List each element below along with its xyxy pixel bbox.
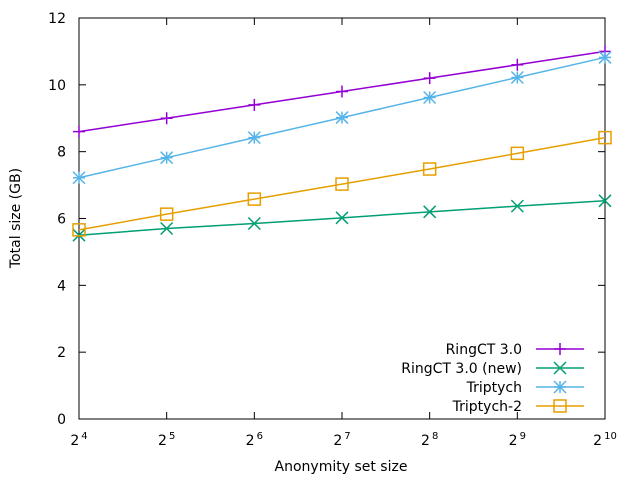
data-point [247, 192, 262, 206]
y-tick-label: 4 [57, 278, 66, 294]
data-point [335, 111, 349, 125]
series-line [78, 136, 606, 231]
x-axis: 2 4 2 5 2 6 2 7 2 8 2 9 2 10 [70, 18, 617, 449]
y-axis-title: Total size (GB) [8, 168, 24, 269]
series-1 [72, 194, 612, 242]
x-tick-label: 2 10 [593, 431, 617, 449]
data-point [247, 216, 261, 231]
data-point [73, 125, 85, 138]
legend-marker [553, 361, 567, 375]
legend-marker [553, 380, 567, 394]
series-0 [73, 45, 611, 138]
y-axis: 0 2 4 6 8 10 12 [48, 11, 605, 428]
x-axis-title: Anonymity set size [275, 459, 408, 475]
legend-marker [553, 399, 567, 413]
data-point [72, 171, 86, 185]
series-layer [72, 45, 612, 242]
data-point [423, 72, 436, 85]
legend-label: RingCT 3.0 (new) [401, 361, 522, 377]
series-2 [72, 50, 612, 185]
data-point [423, 91, 437, 105]
y-tick-label: 12 [48, 11, 66, 27]
data-point [510, 146, 525, 161]
legend: RingCT 3.0 RingCT 3.0 (new) Triptych Tripty… [401, 342, 584, 415]
y-tick-label: 2 [57, 345, 66, 361]
data-point [335, 177, 349, 191]
y-tick-label: 6 [57, 212, 66, 228]
y-tick-label: 8 [57, 145, 66, 161]
legend-label: RingCT 3.0 [446, 342, 522, 358]
legend-marker [554, 343, 566, 355]
data-point [160, 221, 174, 236]
data-point [247, 131, 261, 145]
data-point [159, 207, 174, 221]
series-3 [72, 130, 612, 237]
data-point [511, 58, 524, 71]
data-point [422, 162, 437, 176]
y-tick-label: 10 [48, 78, 66, 94]
data-point [598, 50, 612, 64]
data-point [510, 70, 524, 85]
data-point [160, 151, 174, 165]
data-point [72, 223, 86, 237]
data-point [598, 130, 612, 145]
y-tick-label: 0 [57, 412, 66, 428]
data-point [336, 85, 348, 98]
data-point [335, 211, 349, 225]
data-point [510, 199, 524, 213]
legend-label: Triptych [466, 380, 522, 396]
legend-label: Triptych-2 [452, 399, 522, 415]
data-point [598, 194, 612, 208]
data-point [248, 98, 261, 111]
data-point [423, 205, 437, 219]
data-point [160, 112, 173, 125]
